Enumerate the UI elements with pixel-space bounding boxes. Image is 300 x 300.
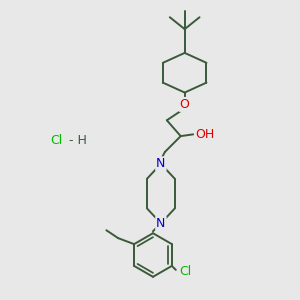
Text: N: N xyxy=(156,158,166,170)
Text: Cl: Cl xyxy=(180,266,192,278)
Text: Cl: Cl xyxy=(50,134,62,147)
Text: - H: - H xyxy=(65,134,87,147)
Text: N: N xyxy=(156,217,166,230)
Text: OH: OH xyxy=(195,128,214,141)
Text: O: O xyxy=(180,98,190,111)
